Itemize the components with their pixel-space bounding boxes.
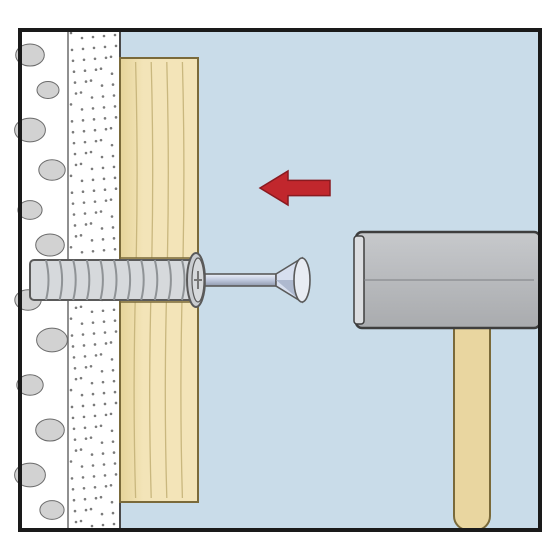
installation-diagram [0, 0, 560, 560]
anchor-sleeve [30, 253, 205, 307]
